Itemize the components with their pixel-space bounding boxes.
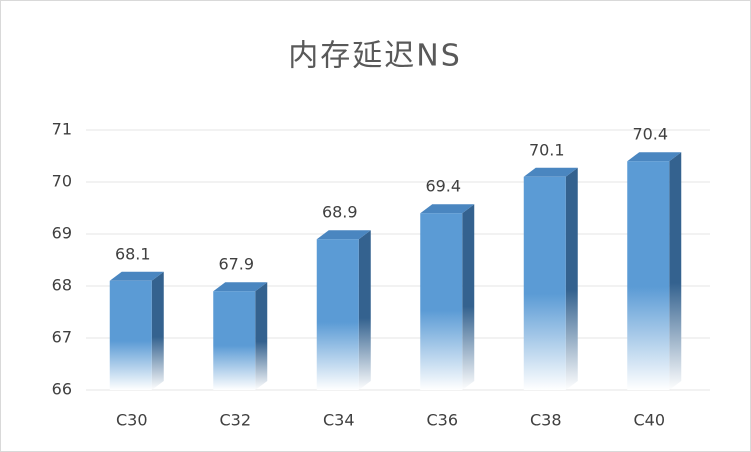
bar bbox=[316, 239, 359, 390]
bar-side bbox=[669, 152, 682, 390]
data-label: 68.1 bbox=[115, 244, 151, 263]
bar bbox=[523, 176, 566, 390]
bar-side bbox=[255, 282, 268, 390]
bar-top bbox=[523, 167, 578, 177]
bar bbox=[109, 280, 152, 390]
bar-top bbox=[420, 204, 475, 214]
data-label: 67.9 bbox=[218, 255, 254, 274]
y-tick-label: 69 bbox=[52, 224, 72, 243]
chart-title: 内存延迟NS bbox=[288, 39, 461, 74]
data-label: 70.1 bbox=[529, 140, 565, 159]
x-tick-label: C40 bbox=[633, 411, 665, 430]
y-tick-label: 66 bbox=[52, 380, 72, 399]
bar-top bbox=[109, 271, 164, 281]
y-tick-label: 71 bbox=[52, 120, 72, 139]
y-tick-label: 67 bbox=[52, 328, 72, 347]
x-tick-label: C36 bbox=[426, 411, 458, 430]
x-tick-label: C30 bbox=[116, 411, 148, 430]
bar-side bbox=[358, 230, 371, 390]
data-label: 70.4 bbox=[632, 125, 668, 144]
bar-side bbox=[462, 204, 475, 390]
bar-side bbox=[151, 271, 164, 390]
data-label: 68.9 bbox=[322, 203, 358, 222]
bar-top bbox=[316, 230, 371, 240]
x-tick-label: C38 bbox=[530, 411, 562, 430]
x-tick-label: C34 bbox=[323, 411, 355, 430]
data-label: 69.4 bbox=[425, 177, 461, 196]
bar bbox=[627, 161, 670, 390]
y-tick-label: 70 bbox=[52, 172, 72, 191]
bar-top bbox=[627, 152, 682, 162]
y-tick-label: 68 bbox=[52, 276, 72, 295]
bar-top bbox=[213, 282, 268, 292]
bar bbox=[213, 291, 256, 390]
bar-side bbox=[565, 167, 578, 390]
x-tick-label: C32 bbox=[219, 411, 251, 430]
bar bbox=[420, 213, 463, 390]
